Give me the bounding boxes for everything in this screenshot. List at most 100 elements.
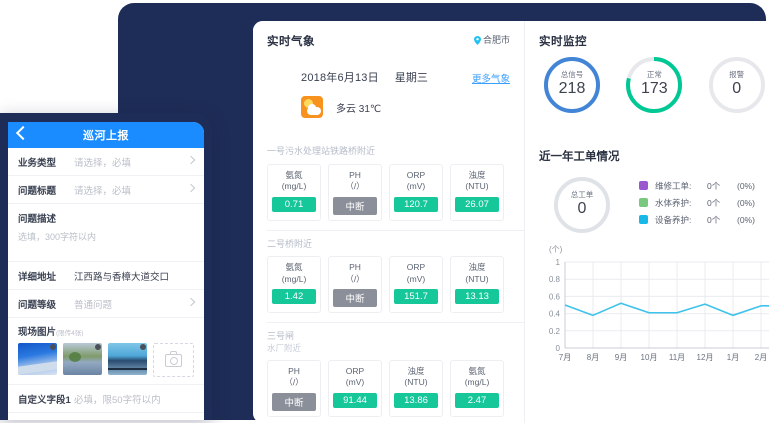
wq-unit: (NTU) — [465, 181, 489, 192]
remove-photo-icon[interactable] — [50, 344, 56, 350]
svg-text:0.4: 0.4 — [549, 310, 561, 319]
wq-card[interactable]: ORP (mV) 151.7 — [389, 256, 443, 314]
wq-station-name: 一号污水处理站铁路桥附近 — [267, 146, 376, 156]
legend-item[interactable]: 维修工单: 0个 (0%) — [639, 180, 755, 192]
field-custom-2[interactable]: 自定义字段2 选填，限50字符以内 — [8, 413, 204, 420]
field-custom-1[interactable]: 自定义字段1 必填，限50字符以内 — [8, 385, 204, 413]
chevron-left-icon[interactable] — [15, 125, 31, 141]
legend-swatch-icon — [639, 181, 648, 190]
wq-key: ORP — [406, 169, 426, 180]
svg-text:0: 0 — [556, 344, 561, 353]
remove-photo-icon[interactable] — [140, 344, 146, 350]
field-value: 普通问题 — [74, 299, 113, 311]
legend-name: 设备养护: — [655, 214, 692, 225]
wq-value: 13.13 — [455, 289, 499, 305]
wq-card[interactable]: 浊度 (NTU) 13.13 — [450, 256, 504, 314]
wq-unit: (mV) — [345, 377, 365, 388]
remove-photo-icon[interactable] — [95, 344, 101, 350]
legend-name: 水体养护: — [655, 197, 692, 208]
wq-card[interactable]: PH （/） 中断 — [328, 163, 382, 221]
wq-value: 91.44 — [333, 392, 377, 408]
svg-text:11月: 11月 — [669, 353, 685, 362]
svg-text:9月: 9月 — [615, 353, 627, 362]
weather-condition: 多云 31℃ — [336, 103, 382, 115]
wq-card[interactable]: ORP (mV) 91.44 — [328, 359, 382, 417]
photo-thumbnail[interactable] — [63, 343, 102, 375]
wq-card-row: 氨氮 (mg/L) 1.42 PH （/） 中断 ORP (mV) 15 — [267, 256, 514, 314]
chevron-right-icon — [186, 297, 196, 307]
work-order-line-chart[interactable]: 00.20.40.60.817月8月9月10月11月12月1月2月3月4月5月6… — [539, 256, 769, 374]
more-weather-link[interactable]: 更多气象 — [471, 74, 510, 85]
field-label: 业务类型 — [18, 157, 57, 169]
svg-text:0.8: 0.8 — [549, 275, 561, 284]
wq-card[interactable]: 氨氮 (mg/L) 2.47 — [450, 359, 504, 417]
ring-alarm[interactable]: 报警 0 — [706, 54, 768, 116]
wq-key: PH — [349, 262, 361, 273]
location-name: 合肥市 — [482, 35, 510, 45]
wq-value: 13.86 — [394, 392, 438, 408]
field-issue-level[interactable]: 问题等级 普通问题 — [8, 290, 204, 318]
mobile-screen: 巡河上报 业务类型 请选择，必填 问题标题 请选择，必填 问题描述 选填，300… — [8, 122, 204, 420]
field-business-type[interactable]: 业务类型 请选择，必填 — [8, 148, 204, 176]
field-issue-title[interactable]: 问题标题 请选择，必填 — [8, 176, 204, 204]
ring-value: 0 — [732, 80, 742, 98]
svg-text:1月: 1月 — [727, 353, 739, 362]
ring-value: 173 — [640, 80, 668, 98]
total-work-order-ring[interactable]: 总工单 0 — [551, 174, 613, 236]
monitor-card: 实时监控 总信号 218 正常 173 — [525, 21, 769, 138]
photo-thumbnail[interactable] — [108, 343, 147, 375]
wq-group: 三号闸 水厂附近 PH （/） 中断 ORP (mV) 91.44 — [253, 323, 524, 417]
field-detail-address[interactable]: 详细地址 江西路与香樟大道交口 — [8, 262, 204, 290]
wq-card[interactable]: PH （/） 中断 — [267, 359, 321, 417]
wq-key: 氨氮 — [468, 365, 486, 376]
ring-label: 总信号 — [560, 70, 584, 80]
weather-condition-row: 多云 31℃ — [267, 96, 510, 118]
weather-card: 实时气象 合肥市 2018年6月13日 星期三 更多气象 — [253, 21, 525, 138]
wq-station-name: 三号闸 — [267, 331, 295, 342]
wq-card[interactable]: 氨氮 (mg/L) 1.42 — [267, 256, 321, 314]
photo-thumbnails — [18, 343, 194, 377]
legend-item[interactable]: 设备养护: 0个 (0%) — [639, 214, 755, 226]
wq-unit: (mV) — [406, 181, 426, 192]
ring-normal[interactable]: 正常 173 — [623, 54, 685, 116]
ring-value: 0 — [577, 200, 587, 218]
svg-text:0.6: 0.6 — [549, 292, 561, 301]
svg-text:1: 1 — [556, 258, 561, 267]
wq-card[interactable]: ORP (mV) 120.7 — [389, 163, 443, 221]
ring-label: 总工单 — [570, 190, 594, 200]
wq-value: 中断 — [272, 392, 316, 411]
field-label: 问题描述 — [18, 214, 57, 225]
legend-swatch-icon — [639, 198, 648, 207]
legend-count: 0个 — [707, 180, 721, 191]
field-issue-description[interactable]: 问题描述 选填，300字符以内 — [8, 204, 204, 262]
ring-total[interactable]: 总信号 218 — [541, 54, 603, 116]
wq-key: 氨氮 — [285, 169, 303, 180]
camera-icon — [165, 351, 182, 367]
weather-date-row: 2018年6月13日 星期三 — [267, 69, 510, 85]
monitor-title: 实时监控 — [539, 36, 587, 48]
mobile-app-overlay: 巡河上报 业务类型 请选择，必填 问题标题 请选择，必填 问题描述 选填，300… — [0, 113, 212, 420]
add-photo-button[interactable] — [153, 343, 194, 377]
chevron-right-icon — [186, 155, 196, 165]
wq-unit: （/） — [345, 181, 365, 192]
lower-row: 一号污水处理站铁路桥附近 氨氮 (mg/L) 0.71 PH （/） 中断 — [253, 138, 769, 423]
chart-unit-label: (个) — [549, 245, 563, 254]
wq-card-row: 氨氮 (mg/L) 0.71 PH （/） 中断 ORP (mV) 12 — [267, 163, 514, 221]
field-label: 详细地址 — [18, 271, 57, 283]
weather-weekday: 星期三 — [394, 72, 428, 84]
wq-card[interactable]: 浊度 (NTU) 26.07 — [450, 163, 504, 221]
wq-card[interactable]: 氨氮 (mg/L) 0.71 — [267, 163, 321, 221]
wq-value: 120.7 — [394, 196, 438, 212]
wq-card[interactable]: PH （/） 中断 — [328, 256, 382, 314]
svg-text:2月: 2月 — [755, 353, 767, 362]
wq-value: 26.07 — [455, 196, 499, 212]
chevron-right-icon — [186, 183, 196, 193]
wq-card[interactable]: 浊度 (NTU) 13.86 — [389, 359, 443, 417]
legend-item[interactable]: 水体养护: 0个 (0%) — [639, 197, 755, 209]
wq-value: 中断 — [333, 289, 377, 308]
divider — [267, 229, 524, 231]
field-site-photos: 现场图片(限传4张) — [8, 318, 204, 385]
photo-thumbnail[interactable] — [18, 343, 57, 375]
field-value: 请选择，必填 — [74, 157, 132, 169]
water-quality-panel: 一号污水处理站铁路桥附近 氨氮 (mg/L) 0.71 PH （/） 中断 — [253, 138, 525, 423]
